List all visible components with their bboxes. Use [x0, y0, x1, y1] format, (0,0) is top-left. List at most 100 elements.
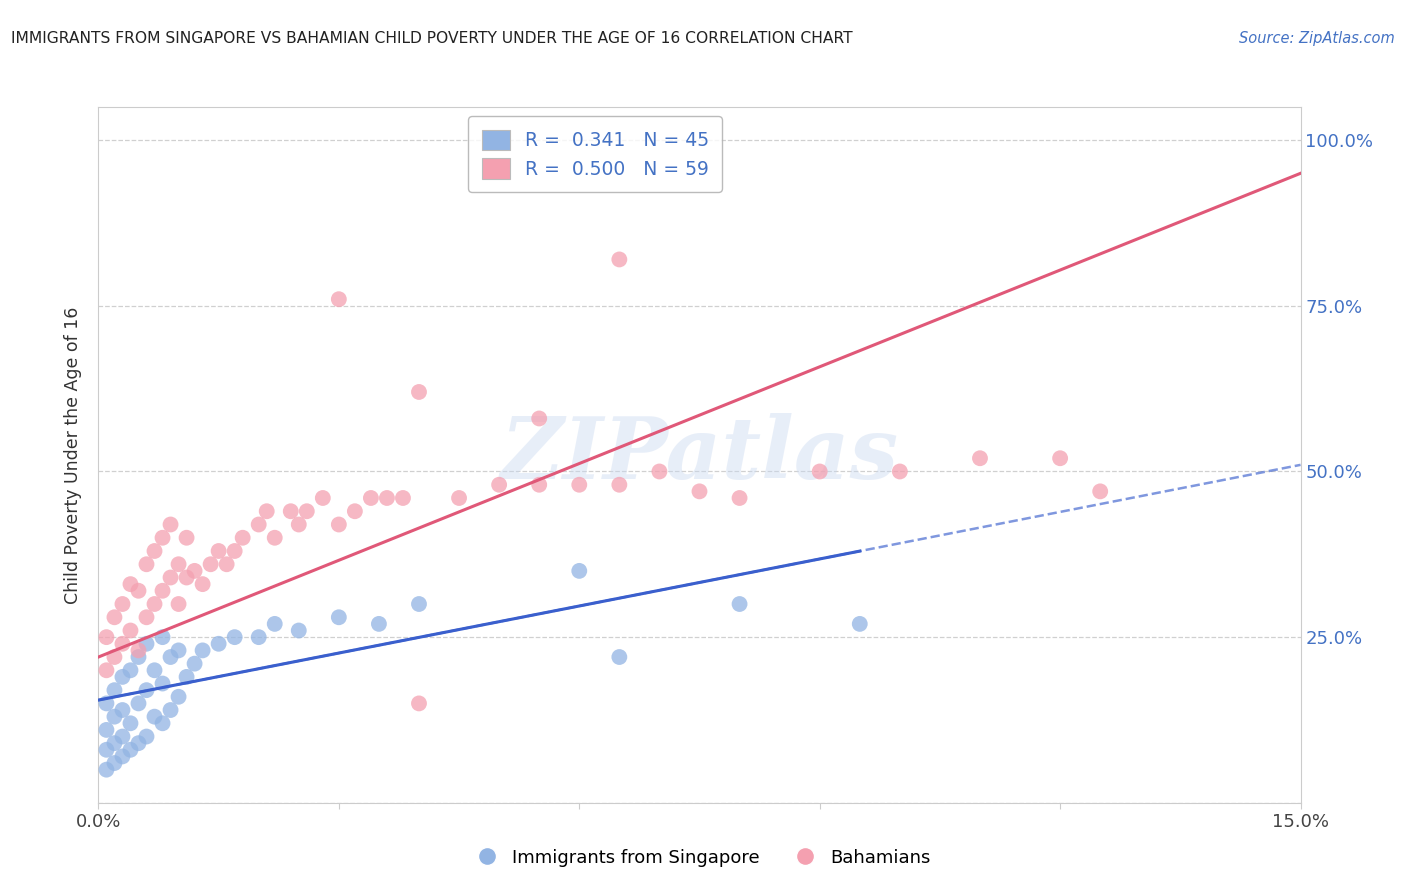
- Point: [312, 491, 335, 505]
- Point: [128, 583, 150, 598]
- Point: [529, 477, 551, 491]
- Text: ZIPatlas: ZIPatlas: [501, 413, 898, 497]
- Point: [969, 451, 991, 466]
- Point: [152, 716, 174, 731]
- Point: [159, 703, 181, 717]
- Point: [103, 650, 125, 665]
- Point: [408, 384, 430, 399]
- Point: [200, 558, 222, 572]
- Point: [263, 531, 285, 545]
- Point: [208, 637, 231, 651]
- Point: [120, 663, 142, 677]
- Point: [360, 491, 382, 505]
- Point: [96, 723, 118, 737]
- Point: [135, 730, 157, 744]
- Point: [247, 517, 270, 532]
- Point: [1049, 451, 1071, 466]
- Point: [247, 630, 270, 644]
- Point: [103, 683, 125, 698]
- Point: [128, 650, 150, 665]
- Point: [280, 504, 302, 518]
- Point: [120, 743, 142, 757]
- Point: [96, 697, 118, 711]
- Point: [609, 650, 631, 665]
- Point: [328, 610, 350, 624]
- Point: [152, 630, 174, 644]
- Text: IMMIGRANTS FROM SINGAPORE VS BAHAMIAN CHILD POVERTY UNDER THE AGE OF 16 CORRELAT: IMMIGRANTS FROM SINGAPORE VS BAHAMIAN CH…: [11, 31, 853, 46]
- Point: [568, 564, 591, 578]
- Point: [176, 531, 198, 545]
- Point: [103, 736, 125, 750]
- Point: [128, 697, 150, 711]
- Point: [288, 624, 311, 638]
- Point: [152, 531, 174, 545]
- Point: [375, 491, 398, 505]
- Point: [152, 676, 174, 690]
- Point: [224, 544, 246, 558]
- Point: [529, 411, 551, 425]
- Point: [183, 657, 205, 671]
- Point: [111, 730, 134, 744]
- Point: [256, 504, 278, 518]
- Point: [128, 736, 150, 750]
- Point: [328, 517, 350, 532]
- Point: [120, 577, 142, 591]
- Point: [295, 504, 318, 518]
- Point: [152, 583, 174, 598]
- Y-axis label: Child Poverty Under the Age of 16: Child Poverty Under the Age of 16: [65, 306, 83, 604]
- Point: [208, 544, 231, 558]
- Point: [167, 643, 190, 657]
- Point: [111, 597, 134, 611]
- Point: [568, 477, 591, 491]
- Point: [167, 690, 190, 704]
- Point: [609, 252, 631, 267]
- Point: [159, 570, 181, 584]
- Point: [103, 610, 125, 624]
- Point: [135, 558, 157, 572]
- Point: [609, 477, 631, 491]
- Point: [167, 558, 190, 572]
- Point: [191, 577, 214, 591]
- Point: [368, 616, 391, 631]
- Point: [1088, 484, 1111, 499]
- Point: [96, 663, 118, 677]
- Point: [176, 670, 198, 684]
- Point: [159, 517, 181, 532]
- Point: [392, 491, 415, 505]
- Point: [232, 531, 254, 545]
- Point: [111, 670, 134, 684]
- Point: [183, 564, 205, 578]
- Point: [215, 558, 238, 572]
- Point: [808, 465, 831, 479]
- Point: [143, 544, 166, 558]
- Point: [343, 504, 366, 518]
- Point: [224, 630, 246, 644]
- Point: [103, 756, 125, 770]
- Point: [159, 650, 181, 665]
- Point: [689, 484, 711, 499]
- Point: [120, 716, 142, 731]
- Point: [263, 616, 285, 631]
- Point: [288, 517, 311, 532]
- Point: [167, 597, 190, 611]
- Point: [191, 643, 214, 657]
- Point: [176, 570, 198, 584]
- Point: [889, 465, 911, 479]
- Point: [328, 292, 350, 306]
- Point: [488, 477, 510, 491]
- Point: [111, 703, 134, 717]
- Point: [408, 597, 430, 611]
- Point: [408, 697, 430, 711]
- Point: [96, 743, 118, 757]
- Point: [143, 709, 166, 723]
- Point: [728, 491, 751, 505]
- Point: [96, 630, 118, 644]
- Point: [128, 643, 150, 657]
- Point: [135, 610, 157, 624]
- Point: [849, 616, 872, 631]
- Point: [143, 597, 166, 611]
- Text: Source: ZipAtlas.com: Source: ZipAtlas.com: [1239, 31, 1395, 46]
- Point: [111, 637, 134, 651]
- Point: [728, 597, 751, 611]
- Point: [96, 763, 118, 777]
